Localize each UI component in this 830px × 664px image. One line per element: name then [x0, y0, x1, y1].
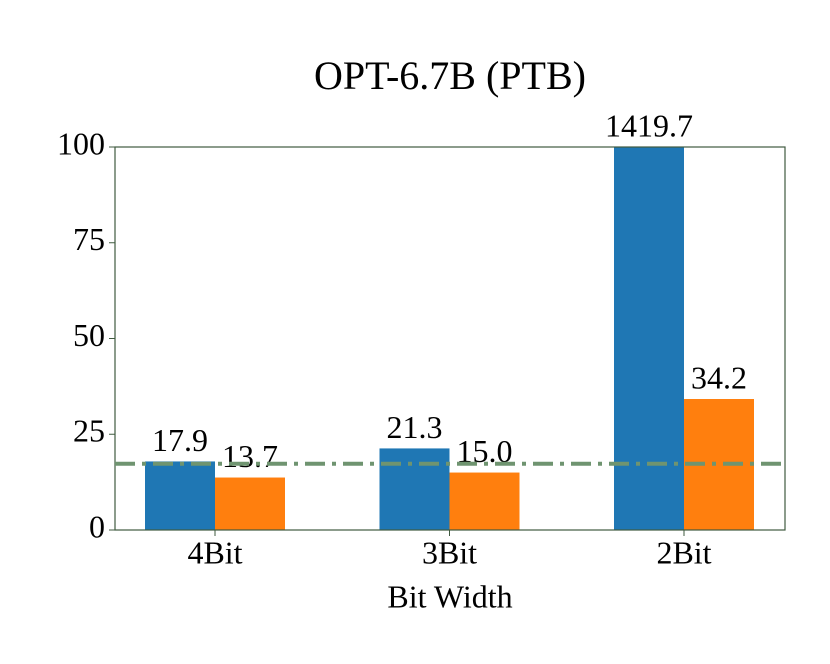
x-tick-label: 4Bit [187, 534, 242, 570]
x-tick-label: 2Bit [656, 534, 711, 570]
value-label: 17.9 [152, 422, 208, 458]
y-tick-label: 50 [73, 317, 105, 353]
bar [145, 461, 215, 530]
y-tick-label: 0 [89, 508, 105, 544]
value-label: 21.3 [387, 409, 443, 445]
bar [614, 147, 684, 530]
y-tick-label: 100 [57, 125, 105, 161]
value-label: 34.2 [691, 359, 747, 395]
value-label: 13.7 [222, 438, 278, 474]
x-tick-label: 3Bit [422, 534, 477, 570]
bar [379, 448, 450, 530]
bar [449, 472, 520, 530]
x-axis-label: Bit Width [387, 578, 512, 614]
y-tick-label: 25 [73, 413, 105, 449]
y-tick-label: 75 [73, 221, 105, 257]
value-label: 1419.7 [605, 107, 693, 143]
bar [215, 477, 285, 530]
chart-title: OPT-6.7B (PTB) [314, 53, 586, 98]
